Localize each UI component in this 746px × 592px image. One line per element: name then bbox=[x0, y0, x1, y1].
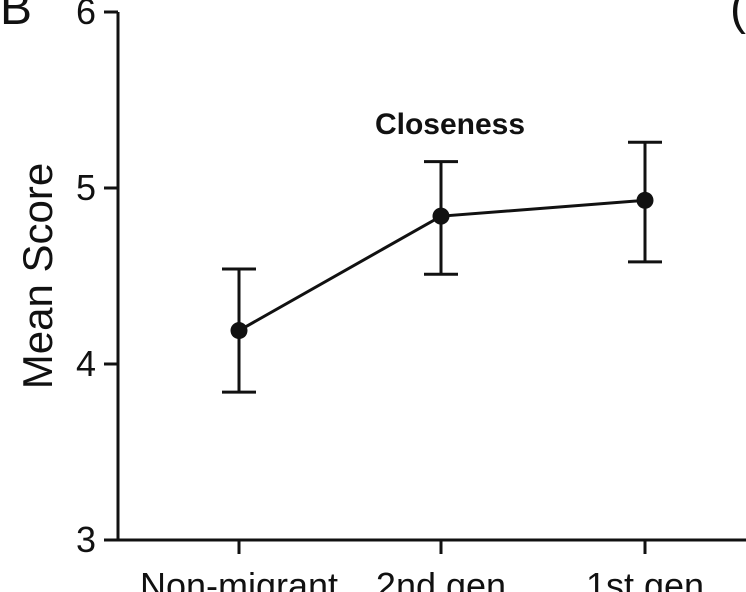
y-tick-label: 6 bbox=[76, 0, 96, 32]
x-tick-label: Non-migrant bbox=[140, 565, 338, 592]
y-tick-label: 4 bbox=[76, 343, 96, 384]
x-tick-label: 1st gen bbox=[586, 565, 704, 592]
y-tick-label: 3 bbox=[76, 519, 96, 560]
y-tick-label: 5 bbox=[76, 167, 96, 208]
chart-title: Closeness bbox=[375, 108, 525, 141]
data-point bbox=[230, 322, 248, 340]
data-point bbox=[636, 191, 654, 209]
panel-edge-mark: ( bbox=[730, 0, 746, 35]
data-point bbox=[432, 207, 450, 225]
panel-letter: B bbox=[0, 0, 32, 35]
x-tick-label: 2nd gen bbox=[376, 565, 506, 592]
plot-area bbox=[222, 140, 662, 394]
y-axis-title: Mean Score bbox=[14, 163, 61, 389]
y-ticks: 3 4 5 6 bbox=[76, 0, 118, 560]
x-ticks: Non-migrant 2nd gen 1st gen bbox=[140, 540, 704, 592]
